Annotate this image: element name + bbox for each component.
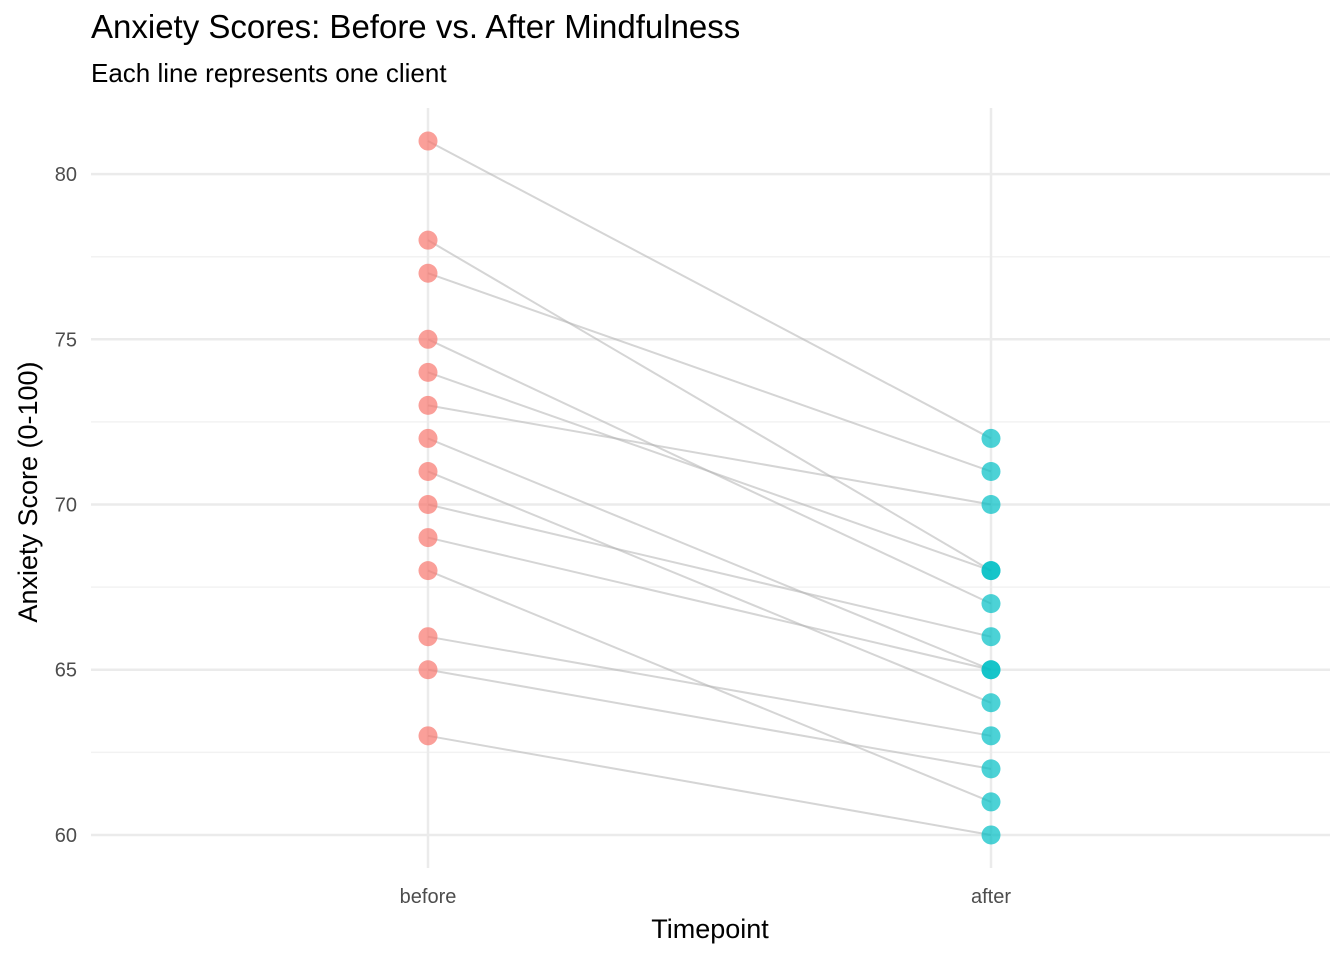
before-point xyxy=(418,362,438,382)
chart-subtitle: Each line represents one client xyxy=(91,58,447,88)
data-points xyxy=(418,131,1001,845)
after-point xyxy=(981,759,1001,779)
before-point xyxy=(418,395,438,415)
y-tick-label: 60 xyxy=(55,825,77,847)
y-axis-title: Anxiety Score (0-100) xyxy=(13,361,43,622)
client-line xyxy=(427,239,992,572)
before-point xyxy=(418,726,438,746)
after-point xyxy=(981,428,1001,448)
paired-lines xyxy=(427,140,992,836)
after-point xyxy=(981,726,1001,746)
before-point xyxy=(418,660,438,680)
before-point xyxy=(418,263,438,283)
before-point xyxy=(418,131,438,151)
after-point xyxy=(981,660,1001,680)
x-tick-label: before xyxy=(400,886,457,908)
before-point xyxy=(418,528,438,548)
before-point xyxy=(418,428,438,448)
client-line xyxy=(427,503,992,638)
after-point xyxy=(981,825,1001,845)
client-line xyxy=(427,272,992,473)
before-point xyxy=(418,495,438,515)
after-point xyxy=(981,461,1001,481)
after-point xyxy=(981,693,1001,713)
grid-layer xyxy=(91,108,1330,868)
after-point xyxy=(981,594,1001,614)
client-line xyxy=(427,536,992,671)
client-line xyxy=(427,734,992,836)
after-point xyxy=(981,561,1001,581)
y-tick-label: 65 xyxy=(55,660,77,682)
before-point xyxy=(418,561,438,581)
client-line xyxy=(427,470,992,704)
client-line xyxy=(427,404,992,506)
chart-title: Anxiety Scores: Before vs. After Mindful… xyxy=(91,8,741,45)
tick-labels: 60 65 70 75 80 before after xyxy=(55,164,1012,908)
client-line xyxy=(427,371,992,572)
y-tick-label: 80 xyxy=(55,164,77,186)
after-point xyxy=(981,627,1001,647)
before-point xyxy=(418,627,438,647)
before-point xyxy=(418,230,438,250)
before-point xyxy=(418,329,438,349)
y-tick-label: 75 xyxy=(55,329,77,351)
x-axis-title: Timepoint xyxy=(651,914,769,944)
after-point xyxy=(981,792,1001,812)
y-tick-label: 70 xyxy=(55,495,77,517)
before-point xyxy=(418,461,438,481)
x-tick-label: after xyxy=(971,886,1011,908)
client-line xyxy=(427,437,992,671)
client-line xyxy=(427,668,992,770)
client-line xyxy=(427,635,992,737)
after-point xyxy=(981,495,1001,515)
client-line xyxy=(427,140,992,440)
